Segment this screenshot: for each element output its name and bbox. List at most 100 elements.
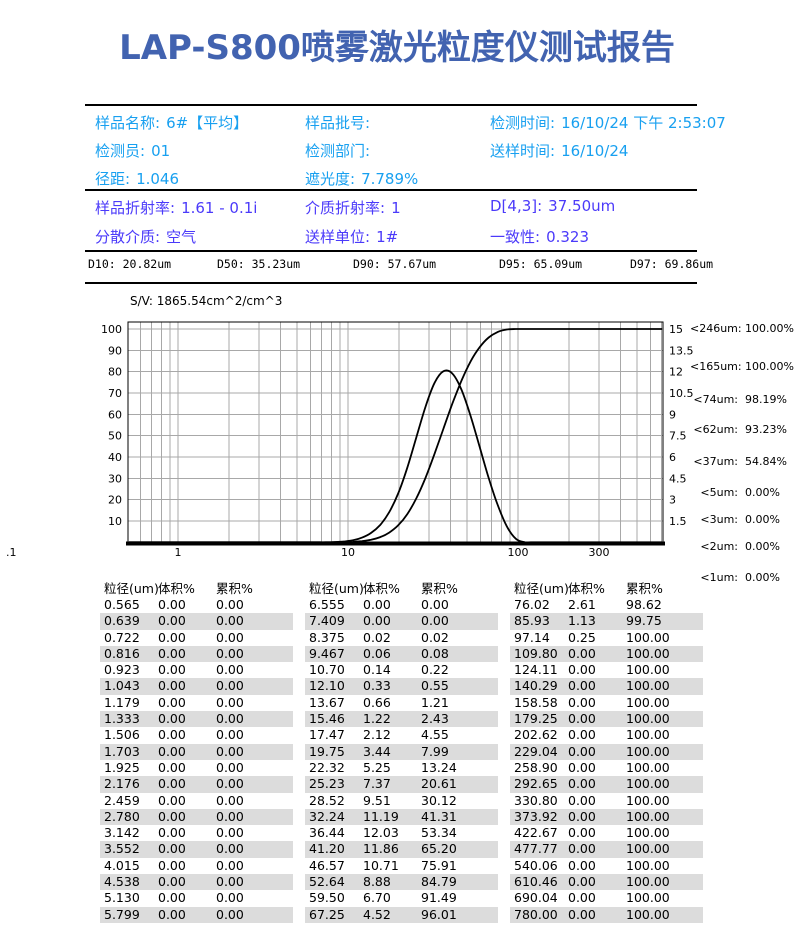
table-row: 3.142 0.00 0.00 (100, 825, 293, 841)
threshold-item-1: <165um: 100.00% (690, 360, 794, 373)
cell-size: 422.67 (514, 825, 558, 841)
svg-text:6: 6 (669, 451, 676, 464)
threshold-item-8: <1um: 0.00% (690, 571, 780, 584)
optical-info-cell-0-0: 样品折射率: 1.61 - 0.1i (95, 197, 257, 218)
cell-cumulative: 0.00 (216, 857, 244, 873)
cell-volume: 0.00 (568, 874, 596, 890)
psd-chart: 10 20 30 40 50 60 70 80 90 100 15 13.5 12 10.5 9 7.5 6 4.… (0, 312, 794, 578)
table-row: 4.538 0.00 0.00 (100, 874, 293, 891)
table-row: 85.93 1.13 99.75 (510, 613, 703, 630)
cell-size: 41.20 (309, 841, 345, 857)
cell-size: 28.52 (309, 792, 345, 808)
threshold-item-7: <2um: 0.00% (690, 540, 780, 553)
cell-volume: 7.37 (363, 776, 391, 792)
svg-text:10: 10 (108, 515, 122, 528)
cell-cumulative: 2.43 (421, 711, 449, 727)
cell-size: 1.043 (104, 678, 140, 694)
cell-cumulative: 0.00 (216, 808, 244, 824)
sample-info-cell-1-1: 检测部门: (305, 140, 376, 161)
threshold-value: 0.00% (745, 540, 780, 553)
cell-volume: 11.86 (363, 841, 399, 857)
table-row: 59.50 6.70 91.49 (305, 890, 498, 906)
cell-cumulative: 100.00 (626, 678, 670, 694)
table-row: 1.179 0.00 0.00 (100, 695, 293, 711)
cell-size: 12.10 (309, 678, 345, 694)
cell-size: 0.722 (104, 629, 140, 645)
cell-volume: 0.33 (363, 678, 391, 694)
cell-volume: 0.00 (568, 645, 596, 661)
divider-middle (85, 189, 697, 191)
table-row: 373.92 0.00 100.00 (510, 808, 703, 826)
svg-text:80: 80 (108, 366, 122, 379)
field-label: 送样时间: (490, 142, 556, 160)
plot-box (127, 321, 664, 543)
cell-volume: 0.00 (363, 613, 391, 629)
cell-size: 5.799 (104, 906, 140, 922)
grid (128, 322, 663, 542)
cell-volume: 2.12 (363, 727, 391, 743)
cell-size: 5.130 (104, 890, 140, 906)
table-row: 1.333 0.00 0.00 (100, 711, 293, 728)
table-row: 46.57 10.71 75.91 (305, 858, 498, 874)
cell-volume: 0.00 (568, 792, 596, 808)
cell-volume: 0.00 (158, 629, 186, 645)
cell-size: 19.75 (309, 743, 345, 759)
field-label: 一致性: (490, 228, 541, 246)
cell-size: 6.555 (309, 597, 345, 612)
field-value: 0.323 (546, 228, 590, 246)
cell-cumulative: 91.49 (421, 890, 457, 906)
threshold-value: 0.00% (745, 571, 780, 584)
cell-volume: 0.14 (363, 662, 391, 678)
cell-cumulative: 0.02 (421, 629, 449, 645)
svg-text:100: 100 (508, 546, 529, 559)
cell-volume: 0.66 (363, 694, 391, 710)
cell-cumulative: 0.00 (216, 841, 244, 857)
cell-volume: 1.22 (363, 711, 391, 727)
cell-size: 780.00 (514, 906, 558, 922)
table-row: 13.67 0.66 1.21 (305, 695, 498, 711)
psd-table: 粒径(um)体积% 累积% 0.565 0.00 0.00 0.639 0.00 0.00 0.… (100, 580, 703, 923)
threshold-item-6: <3um: 0.00% (690, 513, 780, 526)
cell-volume: 0.00 (568, 776, 596, 792)
cell-cumulative: 0.00 (421, 597, 449, 612)
cell-size: 22.32 (309, 759, 345, 775)
table-row: 0.565 0.00 0.00 (100, 597, 293, 613)
table-row: 2.459 0.00 0.00 (100, 793, 293, 809)
field-label: 检测员: (95, 142, 146, 160)
sample-info-cell-2-1: 遮光度: 7.789% (305, 168, 418, 189)
table-row: 36.44 12.03 53.34 (305, 825, 498, 841)
cell-cumulative: 75.91 (421, 857, 457, 873)
table-row: 52.64 8.88 84.79 (305, 874, 498, 891)
field-label: 送样单位: (305, 228, 371, 246)
sample-info-cell-0-2: 检测时间: 16/10/24 下午 2:53:07 (490, 112, 726, 133)
right-axis-labels: 15 13.5 12 10.5 9 7.5 6 4.5 3 1.5 (669, 323, 694, 528)
cell-cumulative: 41.31 (421, 808, 457, 824)
threshold-label: <2um: (700, 540, 738, 553)
optical-info-cell-1-2: 一致性: 0.323 (490, 226, 589, 247)
cell-cumulative: 0.00 (216, 629, 244, 645)
table-row: 780.00 0.00 100.00 (510, 906, 703, 923)
svg-text:60: 60 (108, 408, 122, 421)
cell-volume: 0.00 (158, 694, 186, 710)
cell-size: 25.23 (309, 776, 345, 792)
table-row: 19.75 3.44 7.99 (305, 743, 498, 760)
field-value: 16/10/24 下午 2:53:07 (561, 114, 726, 132)
threshold-label: <3um: (700, 513, 738, 526)
cell-volume: 0.00 (158, 613, 186, 629)
cell-size: 76.02 (514, 597, 550, 612)
cell-size: 3.142 (104, 825, 140, 841)
cell-size: 2.176 (104, 776, 140, 792)
cell-volume: 0.00 (158, 792, 186, 808)
cell-cumulative: 100.00 (626, 906, 670, 922)
cell-volume: 3.44 (363, 743, 391, 759)
cell-volume: 0.00 (158, 890, 186, 906)
cell-cumulative: 0.00 (216, 645, 244, 661)
cell-size: 46.57 (309, 857, 345, 873)
cell-size: 0.565 (104, 597, 140, 612)
field-value: 1.61 - 0.1i (181, 199, 258, 217)
cell-volume: 0.00 (568, 694, 596, 710)
table-row: 1.043 0.00 0.00 (100, 678, 293, 695)
cell-cumulative: 0.00 (216, 711, 244, 727)
cell-cumulative: 100.00 (626, 890, 670, 906)
